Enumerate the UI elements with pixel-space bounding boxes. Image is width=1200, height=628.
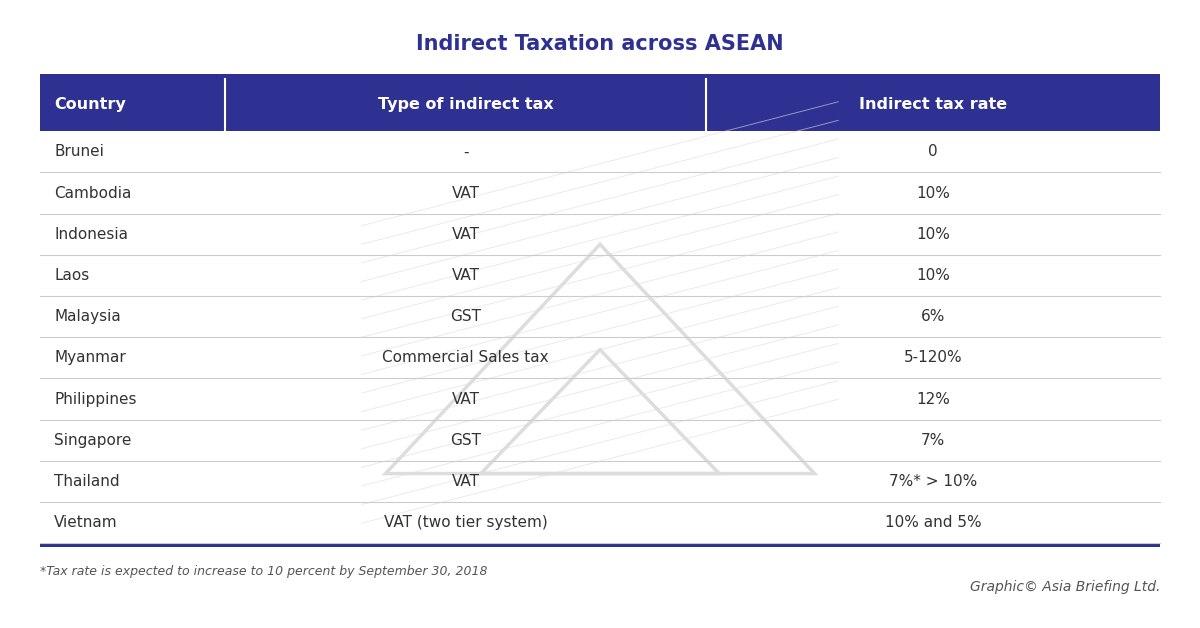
FancyBboxPatch shape — [40, 420, 1160, 461]
Text: Indirect tax rate: Indirect tax rate — [859, 97, 1007, 112]
FancyBboxPatch shape — [40, 214, 1160, 255]
Text: Cambodia: Cambodia — [54, 185, 132, 200]
Text: 10%: 10% — [917, 268, 950, 283]
Text: Malaysia: Malaysia — [54, 309, 121, 324]
Text: *Tax rate is expected to increase to 10 percent by September 30, 2018: *Tax rate is expected to increase to 10 … — [40, 565, 487, 578]
Text: 7%* > 10%: 7%* > 10% — [889, 474, 977, 489]
Text: GST: GST — [450, 309, 481, 324]
Text: VAT (two tier system): VAT (two tier system) — [384, 515, 547, 530]
Text: 7%: 7% — [922, 433, 946, 448]
FancyBboxPatch shape — [40, 337, 1160, 379]
FancyBboxPatch shape — [40, 74, 1160, 78]
FancyBboxPatch shape — [40, 78, 1160, 131]
Text: Brunei: Brunei — [54, 144, 104, 160]
Text: Type of indirect tax: Type of indirect tax — [378, 97, 553, 112]
FancyBboxPatch shape — [40, 131, 1160, 173]
Text: 0: 0 — [929, 144, 938, 160]
FancyBboxPatch shape — [40, 296, 1160, 337]
Text: 10%: 10% — [917, 185, 950, 200]
Text: VAT: VAT — [451, 227, 480, 242]
Text: Philippines: Philippines — [54, 391, 137, 406]
Text: Country: Country — [54, 97, 126, 112]
Text: VAT: VAT — [451, 474, 480, 489]
Text: Graphic© Asia Briefing Ltd.: Graphic© Asia Briefing Ltd. — [970, 580, 1160, 595]
FancyBboxPatch shape — [40, 543, 1160, 547]
Text: Commercial Sales tax: Commercial Sales tax — [383, 350, 548, 365]
FancyBboxPatch shape — [40, 255, 1160, 296]
Text: 5-120%: 5-120% — [904, 350, 962, 365]
Text: Indonesia: Indonesia — [54, 227, 128, 242]
Text: GST: GST — [450, 433, 481, 448]
FancyBboxPatch shape — [40, 502, 1160, 543]
Text: Myanmar: Myanmar — [54, 350, 126, 365]
Text: Indirect Taxation across ASEAN: Indirect Taxation across ASEAN — [416, 34, 784, 54]
FancyBboxPatch shape — [40, 173, 1160, 214]
Text: VAT: VAT — [451, 185, 480, 200]
Text: 10%: 10% — [917, 227, 950, 242]
Text: VAT: VAT — [451, 391, 480, 406]
Text: 10% and 5%: 10% and 5% — [884, 515, 982, 530]
Text: 12%: 12% — [917, 391, 950, 406]
Text: -: - — [463, 144, 468, 160]
Text: Singapore: Singapore — [54, 433, 132, 448]
FancyBboxPatch shape — [40, 461, 1160, 502]
Text: Vietnam: Vietnam — [54, 515, 118, 530]
Text: 6%: 6% — [922, 309, 946, 324]
Text: VAT: VAT — [451, 268, 480, 283]
Text: Laos: Laos — [54, 268, 90, 283]
FancyBboxPatch shape — [40, 379, 1160, 420]
Text: Thailand: Thailand — [54, 474, 120, 489]
